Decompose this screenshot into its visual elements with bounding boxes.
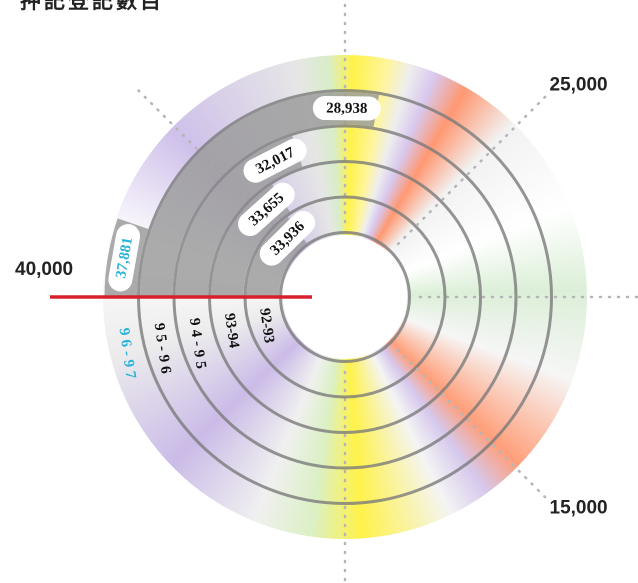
grid-line [396,348,548,500]
value-label: 37,881 [113,236,136,279]
value-pill [237,182,295,237]
tick-label: 15,000 [550,498,608,519]
value-pill [243,138,307,183]
hole [283,235,407,359]
value-pill [312,96,381,121]
value-label-group: 37,881 [108,224,141,292]
category-label: 93-94 [221,312,242,349]
tick-label: 25,000 [550,74,608,95]
chart-title: 押記登記數目 [20,0,164,13]
tick-label: 40,000 [15,259,73,280]
category-label: 96-97 [116,327,139,384]
value-label: 28,938 [326,100,367,116]
grid-line [396,94,548,246]
value-pill [259,210,316,266]
category-label: 94-95 [186,317,209,374]
value-label-group: 28,938 [312,96,381,121]
category-label: 95-96 [151,322,174,379]
value-pill [108,224,141,292]
category-label: 92-93 [256,307,277,344]
